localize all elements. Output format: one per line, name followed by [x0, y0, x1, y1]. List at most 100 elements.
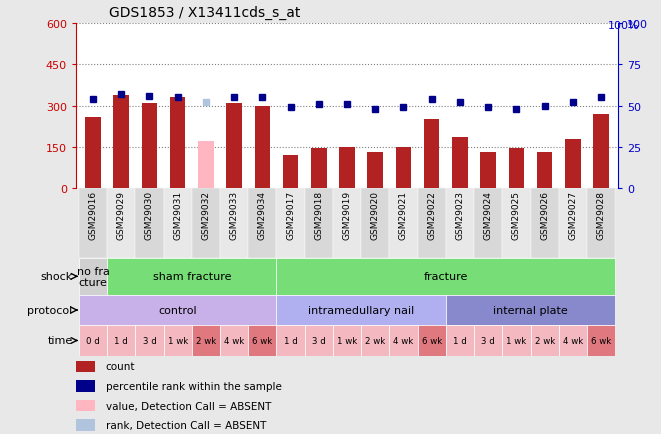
- Text: GSM29017: GSM29017: [286, 191, 295, 240]
- Bar: [76, 361, 95, 372]
- Text: count: count: [106, 362, 136, 372]
- Text: rank, Detection Call = ABSENT: rank, Detection Call = ABSENT: [106, 420, 266, 430]
- Bar: [283, 156, 298, 189]
- Text: internal plate: internal plate: [493, 306, 568, 315]
- Bar: [559, 189, 587, 258]
- Text: GSM29031: GSM29031: [173, 191, 182, 240]
- Text: 6 wk: 6 wk: [422, 336, 442, 345]
- Bar: [136, 189, 163, 258]
- Text: GSM29033: GSM29033: [229, 191, 239, 240]
- Bar: [276, 258, 615, 295]
- Text: 4 wk: 4 wk: [563, 336, 583, 345]
- Bar: [531, 189, 559, 258]
- Bar: [79, 258, 107, 295]
- Bar: [276, 189, 305, 258]
- Bar: [361, 326, 389, 356]
- Bar: [339, 148, 355, 189]
- Bar: [220, 189, 249, 258]
- Text: 2 wk: 2 wk: [365, 336, 385, 345]
- Text: GSM29030: GSM29030: [145, 191, 154, 240]
- Text: 0 d: 0 d: [86, 336, 100, 345]
- Bar: [136, 326, 163, 356]
- Bar: [587, 189, 615, 258]
- Bar: [481, 153, 496, 189]
- Text: GSM29025: GSM29025: [512, 191, 521, 240]
- Bar: [424, 120, 440, 189]
- Bar: [85, 117, 100, 189]
- Bar: [226, 104, 242, 189]
- Text: 4 wk: 4 wk: [224, 336, 244, 345]
- Text: GSM29019: GSM29019: [342, 191, 352, 240]
- Bar: [368, 153, 383, 189]
- Text: 1 d: 1 d: [114, 336, 128, 345]
- Text: GSM29026: GSM29026: [540, 191, 549, 240]
- Bar: [509, 149, 524, 189]
- Bar: [107, 189, 136, 258]
- Bar: [170, 98, 185, 189]
- Bar: [163, 189, 192, 258]
- Text: value, Detection Call = ABSENT: value, Detection Call = ABSENT: [106, 401, 271, 411]
- Bar: [389, 326, 418, 356]
- Bar: [107, 326, 136, 356]
- Bar: [446, 189, 474, 258]
- Bar: [396, 148, 411, 189]
- Text: GSM29020: GSM29020: [371, 191, 380, 240]
- Bar: [418, 189, 446, 258]
- Text: GSM29023: GSM29023: [455, 191, 465, 240]
- Bar: [446, 326, 474, 356]
- Bar: [192, 326, 220, 356]
- Bar: [220, 326, 249, 356]
- Bar: [76, 400, 95, 411]
- Text: 3 d: 3 d: [312, 336, 326, 345]
- Bar: [79, 295, 276, 326]
- Text: GDS1853 / X13411cds_s_at: GDS1853 / X13411cds_s_at: [109, 5, 301, 20]
- Text: GSM29027: GSM29027: [568, 191, 577, 240]
- Text: protocol: protocol: [28, 306, 73, 315]
- Bar: [79, 189, 107, 258]
- Bar: [389, 189, 418, 258]
- Text: GSM29028: GSM29028: [597, 191, 605, 240]
- Bar: [559, 326, 587, 356]
- Text: control: control: [159, 306, 197, 315]
- Bar: [537, 153, 553, 189]
- Bar: [565, 139, 580, 189]
- Text: percentile rank within the sample: percentile rank within the sample: [106, 381, 282, 391]
- Bar: [502, 326, 531, 356]
- Bar: [305, 326, 333, 356]
- Text: 3 d: 3 d: [481, 336, 495, 345]
- Text: intramedullary nail: intramedullary nail: [308, 306, 414, 315]
- Bar: [76, 419, 95, 431]
- Bar: [141, 104, 157, 189]
- Bar: [418, 326, 446, 356]
- Text: shock: shock: [40, 272, 73, 282]
- Text: 2 wk: 2 wk: [535, 336, 555, 345]
- Bar: [474, 189, 502, 258]
- Text: GSM29034: GSM29034: [258, 191, 267, 240]
- Text: GSM29016: GSM29016: [89, 191, 97, 240]
- Text: 3 d: 3 d: [143, 336, 156, 345]
- Text: 6 wk: 6 wk: [253, 336, 272, 345]
- Bar: [163, 326, 192, 356]
- Text: 1 d: 1 d: [284, 336, 297, 345]
- Bar: [333, 189, 361, 258]
- Text: 2 wk: 2 wk: [196, 336, 216, 345]
- Text: time: time: [48, 336, 73, 345]
- Bar: [474, 326, 502, 356]
- Bar: [587, 326, 615, 356]
- Text: 4 wk: 4 wk: [393, 336, 414, 345]
- Text: sham fracture: sham fracture: [153, 272, 231, 282]
- Text: GSM29032: GSM29032: [202, 191, 210, 240]
- Bar: [594, 115, 609, 189]
- Text: 1 d: 1 d: [453, 336, 467, 345]
- Bar: [276, 295, 446, 326]
- Bar: [502, 189, 531, 258]
- Bar: [114, 95, 129, 189]
- Bar: [79, 326, 107, 356]
- Bar: [249, 326, 276, 356]
- Text: GSM29029: GSM29029: [117, 191, 126, 240]
- Bar: [192, 189, 220, 258]
- Text: fracture: fracture: [424, 272, 468, 282]
- Bar: [452, 138, 468, 189]
- Bar: [76, 380, 95, 392]
- Text: 1 wk: 1 wk: [167, 336, 188, 345]
